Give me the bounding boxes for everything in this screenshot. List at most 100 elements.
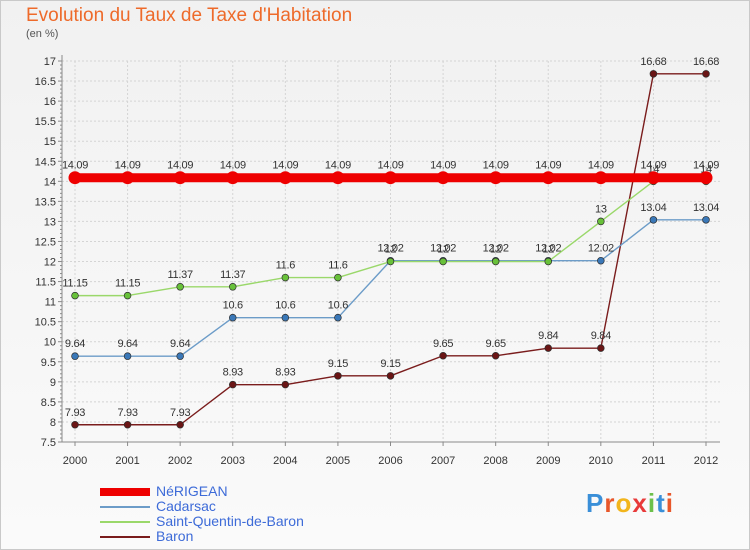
data-point — [71, 352, 79, 360]
data-label: 13 — [595, 203, 607, 215]
y-tick-label: 13 — [44, 216, 56, 228]
data-point — [597, 256, 605, 265]
data-point — [229, 313, 237, 322]
x-tick-label: 2005 — [326, 455, 350, 467]
data-label: 7.93 — [117, 407, 137, 419]
data-point — [649, 70, 658, 78]
data-point — [544, 344, 552, 352]
data-label: 8.93 — [275, 367, 295, 379]
data-point — [281, 380, 290, 389]
data-point — [68, 171, 82, 185]
unit-label: (en %) — [26, 28, 59, 40]
data-label: 11.15 — [62, 278, 87, 290]
x-tick-label: 2001 — [115, 455, 139, 467]
legend-label: Baron — [156, 528, 194, 544]
x-tick-label: 2007 — [431, 455, 455, 467]
data-label: 14.09 — [430, 160, 456, 172]
y-tick-label: 10 — [44, 337, 56, 349]
y-tick-label: 15.5 — [35, 116, 56, 128]
data-label: 11.15 — [115, 278, 140, 290]
data-label: 14.09 — [325, 160, 351, 172]
y-tick-label: 16 — [44, 96, 56, 108]
data-point — [176, 421, 184, 429]
x-tick-label: 2008 — [483, 455, 507, 467]
logo-letter: r — [604, 488, 616, 518]
y-tick-label: 9 — [50, 377, 56, 389]
data-label: 14.09 — [640, 160, 666, 172]
legend-swatch — [100, 488, 150, 496]
x-tick-label: 2002 — [168, 455, 192, 467]
y-tick-label: 12 — [44, 257, 56, 269]
data-point — [173, 171, 187, 185]
proxiti-logo: Proxiti — [586, 488, 674, 519]
data-label: 9.65 — [486, 338, 506, 350]
series-nerigean: 14.09 14.09 14.09 14.09 14.09 14.09 14.09 14.09… — [62, 160, 719, 185]
data-label: 9.64 — [170, 338, 190, 350]
logo-letter: i — [665, 488, 674, 518]
data-point — [597, 344, 605, 352]
data-point — [489, 171, 503, 185]
legend-swatch — [100, 536, 150, 538]
data-point — [594, 171, 608, 185]
x-tick-label: 2012 — [694, 455, 718, 467]
x-tick-label: 2009 — [536, 455, 560, 467]
data-point — [491, 257, 500, 266]
data-point — [646, 171, 660, 185]
data-point — [699, 171, 713, 185]
data-label: 11.6 — [328, 260, 348, 272]
data-point — [229, 380, 237, 389]
data-label: 10.6 — [223, 300, 243, 312]
data-label: 12 — [490, 244, 502, 256]
y-tick-label: 17 — [44, 56, 56, 68]
data-label: 14.09 — [115, 160, 141, 172]
data-label: 9.64 — [117, 338, 137, 350]
x-tick-label: 2006 — [378, 455, 402, 467]
y-tick-label: 10.5 — [35, 317, 56, 329]
data-point — [229, 283, 237, 291]
data-label: 10.6 — [328, 300, 348, 312]
data-point — [121, 171, 135, 185]
y-tick-label: 11.5 — [35, 277, 56, 289]
data-label: 12.02 — [377, 243, 403, 255]
data-label: 12.02 — [535, 243, 561, 255]
data-label: 11.6 — [276, 260, 296, 272]
data-point — [281, 273, 290, 282]
y-tick-label: 16.5 — [35, 76, 56, 88]
data-point — [176, 283, 184, 291]
data-label: 12.02 — [430, 243, 456, 255]
data-point — [334, 273, 342, 282]
data-label: 14.09 — [62, 160, 88, 172]
data-point — [334, 372, 342, 380]
data-label: 14.09 — [272, 160, 298, 172]
data-label: 14.09 — [220, 160, 246, 172]
legend-label: Cadarsac — [156, 498, 216, 514]
data-point — [123, 352, 132, 360]
chart-title: Evolution du Taux de Taxe d'Habitation — [26, 5, 353, 26]
x-tick-label: 2004 — [273, 455, 297, 467]
data-label: 12 — [542, 244, 554, 256]
data-label: 14.09 — [535, 160, 561, 172]
data-label: 14.09 — [377, 160, 403, 172]
data-label: 14.09 — [693, 160, 719, 172]
data-point — [71, 421, 79, 429]
data-point — [334, 313, 342, 322]
data-label: 7.93 — [170, 407, 190, 419]
y-tick-label: 14.5 — [35, 156, 56, 168]
data-point — [281, 313, 290, 322]
data-point — [597, 217, 605, 226]
data-point — [386, 372, 395, 380]
logo-letter: o — [615, 488, 633, 518]
data-point — [384, 171, 397, 185]
data-label: 11.37 — [220, 269, 245, 281]
data-point — [71, 291, 79, 300]
data-label: 14.09 — [483, 160, 509, 172]
data-point — [386, 257, 395, 266]
data-label: 9.15 — [328, 358, 348, 370]
y-tick-label: 9.5 — [41, 357, 56, 369]
data-label: 9.15 — [380, 358, 400, 370]
data-label: 9.64 — [65, 338, 85, 350]
data-point — [331, 171, 345, 185]
data-point — [491, 352, 500, 360]
